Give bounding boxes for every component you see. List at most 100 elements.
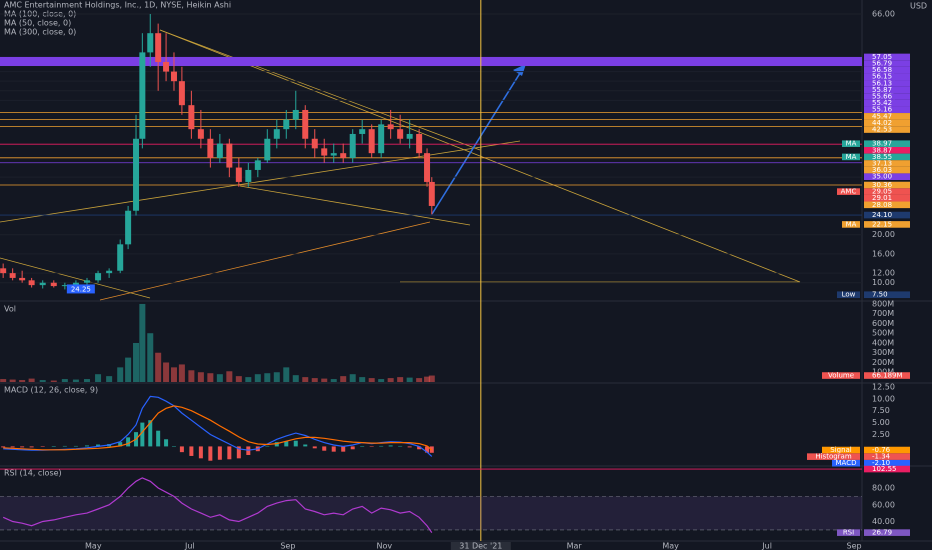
candle-body — [387, 124, 394, 130]
price-tag-label: 55.42 — [872, 99, 892, 107]
volume-bar — [311, 378, 318, 382]
candle-body — [50, 282, 57, 287]
price-tag — [864, 66, 910, 74]
y-tick-label: 700M — [872, 309, 894, 318]
histogram-bar — [148, 420, 153, 447]
x-tick-label: Sep — [847, 542, 862, 550]
histogram-bar — [331, 446, 336, 452]
y-tick-label: 16.00 — [872, 249, 895, 258]
histogram-bar — [341, 446, 346, 452]
y-tick-label: 60.00 — [872, 500, 895, 509]
histogram-bar — [189, 446, 194, 456]
candle-body — [302, 109, 309, 139]
volume-bar — [139, 303, 146, 382]
histogram-bar — [51, 446, 56, 447]
volume-bar — [170, 367, 177, 382]
y-tick-label: 10.00 — [872, 278, 895, 287]
price-tag-label: 38.97 — [872, 140, 892, 148]
volume-bar — [188, 370, 195, 382]
volume-bar — [133, 342, 140, 382]
histogram-bar — [217, 446, 222, 460]
price-tag — [864, 53, 910, 61]
price-tag — [864, 188, 910, 195]
price-tag — [864, 106, 910, 114]
volume-bar — [9, 379, 16, 382]
tag-name: MA — [846, 153, 857, 161]
y-tick-label: 12.00 — [872, 269, 895, 278]
price-tag-label: 26.79 — [872, 529, 892, 537]
y-tick-label: 400M — [872, 338, 894, 347]
candle-body — [147, 33, 154, 53]
price-tag-label: 56.13 — [872, 79, 892, 87]
price-tag-label: 24.10 — [872, 211, 892, 219]
candle-body — [254, 160, 261, 170]
volume-bar — [0, 379, 7, 382]
y-tick-label: 80.00 — [872, 483, 895, 492]
histogram-bar — [398, 445, 403, 447]
histogram-bar — [388, 445, 393, 447]
price-tag-label: 55.87 — [872, 86, 892, 94]
volume-bar — [39, 380, 46, 382]
volume-bar — [406, 377, 413, 382]
histogram-bar — [322, 446, 327, 451]
y-tick-label: 800M — [872, 299, 894, 308]
trendline — [239, 185, 471, 226]
price-tag — [864, 221, 910, 228]
candle-body — [359, 129, 366, 134]
y-tick-label: 7.50 — [872, 406, 890, 415]
candle-body — [273, 129, 280, 139]
histogram-bar — [425, 446, 430, 453]
volume-bar — [147, 333, 154, 382]
candle-body — [106, 270, 113, 274]
price-tag-label: 56.79 — [872, 60, 892, 68]
trendline — [159, 29, 481, 151]
price-tag-label: 55.16 — [872, 106, 893, 114]
volume-bar — [378, 379, 385, 382]
volume-bar — [163, 362, 170, 382]
price-tag — [864, 166, 910, 174]
volume-bar — [125, 357, 132, 382]
tag-name-box — [822, 446, 860, 454]
currency: USD — [910, 2, 927, 11]
price-tag-label: 44.02 — [872, 119, 892, 127]
candle-body — [170, 71, 177, 82]
tag-name-box — [837, 188, 860, 195]
volume-bar — [349, 374, 356, 382]
candle-body — [163, 61, 170, 72]
candle-body — [19, 277, 26, 281]
zone — [0, 56, 862, 67]
volume-bar — [359, 377, 366, 382]
price-tag-label: 22.15 — [872, 220, 892, 228]
y-tick-label: 5.00 — [872, 418, 890, 427]
x-tick-label: Jul — [184, 542, 195, 550]
price-tag-label: 57.05 — [872, 53, 892, 61]
trendline — [0, 257, 151, 299]
y-tick-label: 10.00 — [872, 394, 895, 403]
volume-bar — [302, 377, 309, 382]
volume-bar — [72, 379, 79, 382]
price-tag-label: 42.53 — [872, 126, 892, 134]
x-tick-label: Jul — [761, 542, 772, 550]
histogram-bar — [1, 446, 6, 448]
volume-bar — [106, 376, 113, 382]
price-tag — [864, 291, 910, 299]
price-tag — [864, 86, 910, 94]
volume-bar — [50, 380, 57, 382]
price-tag-label: 56.15 — [872, 73, 892, 81]
chart-title: AMC Entertainment Holdings, Inc., 1D, NY… — [4, 1, 231, 10]
candle-body — [139, 52, 146, 139]
histogram-bar — [303, 444, 308, 447]
tag-name: Signal — [830, 446, 852, 454]
price-tag-label: 38.87 — [872, 146, 892, 154]
price-tag — [864, 126, 910, 133]
y-tick-label: 66.00 — [872, 9, 895, 18]
candle-body — [0, 268, 7, 274]
histogram-bar — [40, 446, 45, 447]
price-tag-label: 30.36 — [872, 181, 893, 189]
price-tag — [864, 465, 910, 473]
candle-body — [235, 167, 242, 182]
price-tag — [864, 181, 910, 189]
x-tick-label: Sep — [280, 542, 295, 550]
histogram-bar — [62, 445, 67, 447]
y-tick-label: 20.00 — [872, 230, 895, 239]
